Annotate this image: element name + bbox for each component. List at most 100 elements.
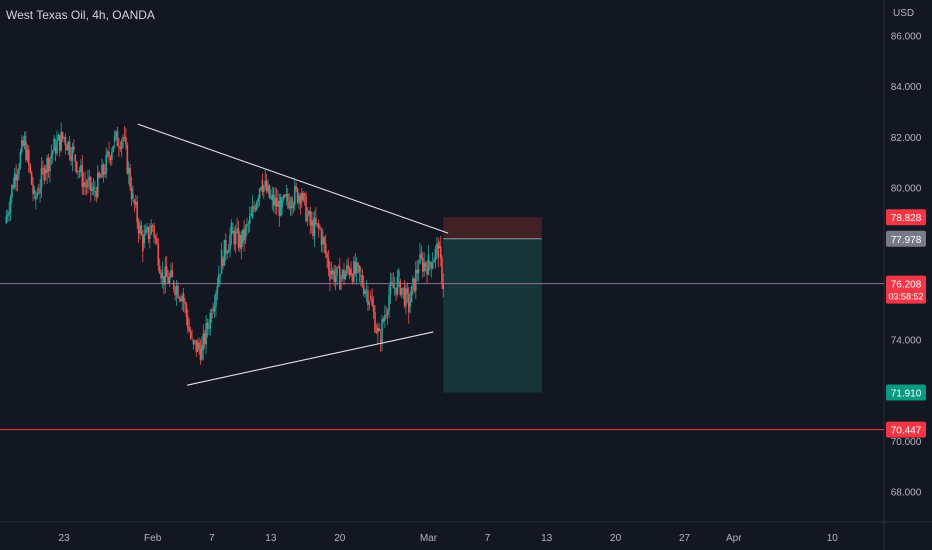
candle	[329, 270, 331, 281]
candle	[102, 164, 105, 175]
candle	[174, 288, 176, 295]
position-reward-zone	[443, 238, 542, 393]
candle	[422, 257, 424, 272]
candle	[147, 226, 150, 239]
candle	[57, 135, 60, 141]
candle	[333, 270, 335, 282]
candle	[13, 173, 16, 188]
candle	[5, 216, 8, 223]
price-label-text: 78.828	[891, 213, 922, 224]
resistance-trendline	[137, 123, 449, 234]
candle	[379, 339, 382, 343]
candle	[165, 266, 168, 277]
candle	[364, 291, 366, 294]
candle	[64, 136, 67, 146]
candle	[123, 136, 126, 138]
candle	[116, 131, 119, 147]
candle	[316, 223, 319, 225]
candle	[111, 151, 113, 161]
candle	[181, 295, 183, 301]
candle	[334, 276, 337, 282]
candle	[191, 337, 193, 339]
candle	[384, 315, 386, 321]
candle	[417, 268, 420, 274]
currency-label: USD	[893, 8, 915, 19]
candle	[250, 213, 252, 216]
candle	[347, 265, 350, 270]
candle	[115, 131, 117, 136]
candle	[177, 285, 179, 298]
candle	[330, 271, 333, 275]
candle	[16, 174, 19, 181]
current-price-badge	[886, 275, 926, 304]
candle	[199, 348, 202, 360]
candle	[223, 239, 226, 266]
candle	[354, 261, 357, 274]
candle	[129, 167, 131, 188]
candle	[270, 197, 272, 198]
candle	[436, 243, 438, 249]
candle	[310, 220, 313, 226]
candle	[392, 283, 395, 289]
candle	[149, 234, 151, 239]
candle	[378, 328, 380, 331]
candle	[194, 340, 196, 341]
candle	[254, 207, 257, 210]
candle	[424, 262, 427, 267]
candle	[248, 215, 251, 224]
x-tick-label: Apr	[726, 533, 742, 544]
candle	[92, 186, 95, 190]
candle	[189, 331, 192, 338]
candle	[136, 201, 138, 223]
candle	[362, 285, 365, 294]
candle	[122, 137, 124, 142]
candle	[88, 177, 91, 181]
x-tick-label: 10	[827, 533, 839, 544]
candle	[106, 151, 109, 155]
candle	[284, 195, 286, 197]
candle	[39, 188, 41, 194]
candle	[171, 270, 174, 278]
candle	[140, 225, 143, 235]
x-tick-label: Mar	[420, 533, 438, 544]
candle	[372, 305, 375, 313]
candle	[208, 328, 210, 330]
candle	[434, 248, 437, 260]
candle	[63, 137, 65, 139]
candles-group	[5, 122, 445, 365]
candle	[105, 154, 108, 175]
candle	[279, 196, 282, 216]
candle	[33, 189, 36, 194]
candle	[389, 282, 392, 294]
candle	[396, 276, 399, 295]
candle	[313, 217, 316, 237]
candle	[240, 235, 243, 249]
candle	[215, 293, 217, 306]
candle	[375, 331, 378, 333]
candle	[109, 156, 112, 161]
candle	[385, 315, 388, 316]
candle	[81, 165, 84, 188]
candle	[156, 238, 158, 244]
candle	[229, 235, 231, 250]
candle	[308, 211, 310, 215]
candle	[187, 316, 189, 329]
candle	[439, 246, 442, 258]
candle	[272, 194, 275, 206]
candle	[118, 146, 120, 148]
candle	[388, 294, 390, 312]
candle	[402, 287, 404, 289]
candle	[160, 273, 162, 279]
candle	[237, 228, 240, 248]
candle	[157, 243, 160, 266]
candle	[82, 182, 85, 188]
countdown-text: 03:58:52	[888, 292, 923, 302]
candle	[20, 140, 23, 153]
candle	[112, 145, 115, 152]
candle	[134, 201, 137, 205]
candle	[326, 253, 328, 259]
candle	[241, 229, 244, 244]
candle	[30, 171, 33, 185]
candle	[184, 302, 186, 305]
